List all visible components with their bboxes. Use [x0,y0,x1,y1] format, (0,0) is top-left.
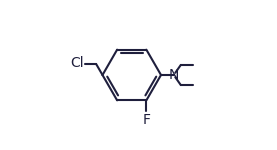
Text: Cl: Cl [70,56,84,70]
Text: N: N [169,68,179,82]
Text: F: F [142,113,150,127]
